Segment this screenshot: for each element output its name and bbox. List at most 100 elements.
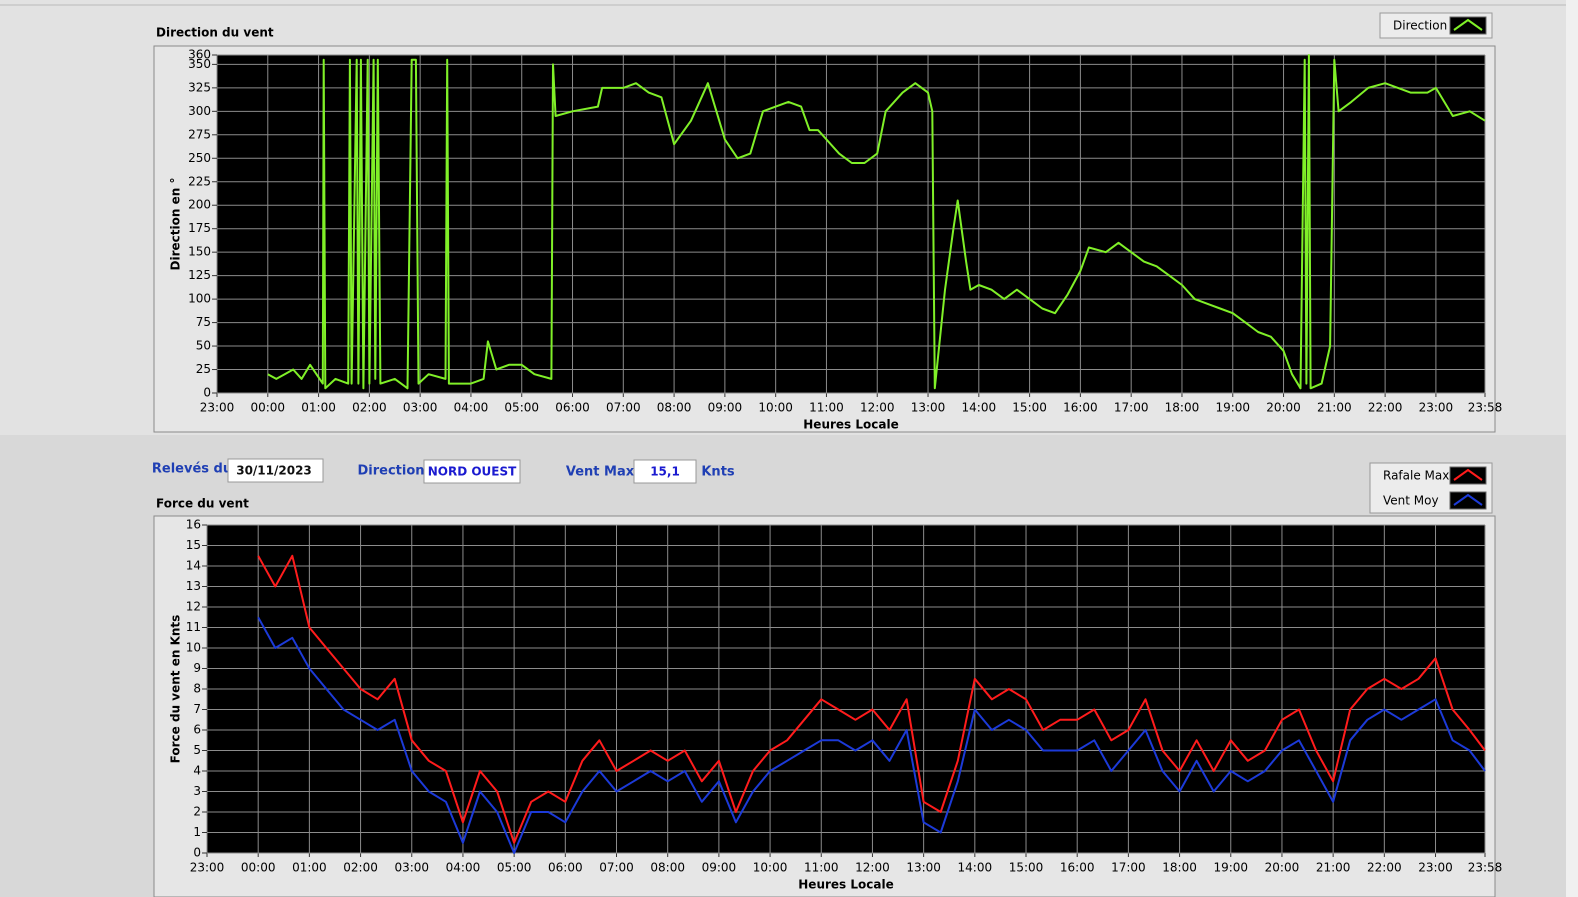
legend-swatch [1449,491,1487,510]
x-axis-label: Heures Locale [798,878,893,892]
direction-field[interactable] [423,459,521,484]
x-tick-label: 11:00 [804,861,839,875]
x-tick-label: 23:00 [190,861,225,875]
legend-label: Rafale Max [1383,469,1449,483]
y-tick-label: 10 [186,641,201,655]
x-tick-label: 20:00 [1266,401,1301,415]
max-value: 15,1 [650,465,680,479]
y-tick-label: 3 [193,784,201,798]
series-line [257,616,1486,854]
x-tick-label: 13:00 [906,861,941,875]
y-tick-label: 175 [188,221,211,235]
date-value: 30/11/2023 [236,464,312,478]
date-label: Relevés du [152,462,232,477]
y-tick-label: 13 [186,579,201,593]
x-tick-label: 18:00 [1165,401,1200,415]
x-tick-label: 23:58 [1468,861,1503,875]
y-tick-label: 250 [188,151,211,165]
x-tick-label: 08:00 [657,401,692,415]
y-tick-label: 2 [193,805,201,819]
legend-swatch [1449,16,1487,35]
x-tick-label: 09:00 [708,401,743,415]
x-tick-label: 04:00 [446,861,481,875]
y-tick-label: 0 [203,386,211,400]
x-tick-label: 00:00 [241,861,276,875]
x-tick-label: 12:00 [860,401,895,415]
x-tick-label: 23:00 [200,401,235,415]
x-tick-label: 07:00 [606,401,641,415]
y-tick-label: 325 [188,80,211,94]
legend-glyph [1453,468,1483,481]
x-tick-label: 07:00 [599,861,634,875]
x-tick-label: 05:00 [504,401,539,415]
y-tick-label: 7 [193,702,201,716]
legend-glyph [1453,493,1483,506]
y-tick-label: 11 [186,620,201,634]
x-tick-label: 06:00 [548,861,583,875]
x-tick-label: 14:00 [958,861,993,875]
chart-title: Direction du vent [156,26,274,40]
x-tick-label: 22:00 [1368,401,1403,415]
x-tick-label: 01:00 [292,861,327,875]
y-tick-label: 200 [188,198,211,212]
y-tick-label: 4 [193,764,201,778]
chart-title: Force du vent [156,497,249,511]
x-tick-label: 02:00 [352,401,387,415]
max-label: Vent Max [566,465,635,480]
x-tick-label: 04:00 [454,401,489,415]
x-tick-label: 19:00 [1213,861,1248,875]
x-tick-label: 14:00 [962,401,997,415]
date-field[interactable] [227,458,324,483]
y-tick-label: 100 [188,292,211,306]
y-tick-label: 1 [193,825,201,839]
direction-label: Direction [357,464,424,479]
x-tick-label: 10:00 [753,861,788,875]
x-tick-label: 20:00 [1265,861,1300,875]
x-tick-label: 21:00 [1316,861,1351,875]
y-tick-label: 275 [188,127,211,141]
y-tick-label: 350 [188,57,211,71]
legend-label: Direction [1393,19,1447,33]
legend-swatch [1449,466,1487,485]
y-axis-label: Direction en ° [169,178,183,271]
y-tick-label: 50 [196,339,211,353]
y-tick-label: 150 [188,245,211,259]
x-tick-label: 23:00 [1419,401,1454,415]
x-tick-label: 15:00 [1009,861,1044,875]
max-field[interactable] [633,459,697,484]
y-tick-label: 25 [196,362,211,376]
y-tick-label: 5 [193,743,201,757]
x-tick-label: 16:00 [1060,861,1095,875]
y-tick-label: 14 [186,559,201,573]
scrollbar [1566,0,1578,897]
x-tick-label: 08:00 [650,861,685,875]
y-tick-label: 16 [186,518,201,532]
x-tick-label: 23:00 [1418,861,1453,875]
x-tick-label: 01:00 [301,401,336,415]
series-line [257,554,1486,844]
x-tick-label: 23:58 [1468,401,1503,415]
x-tick-label: 03:00 [394,861,429,875]
series-line [267,54,1486,390]
y-tick-label: 360 [188,48,211,62]
x-tick-label: 02:00 [343,861,378,875]
x-tick-label: 16:00 [1063,401,1098,415]
y-tick-label: 8 [193,682,201,696]
x-tick-label: 09:00 [702,861,737,875]
legend-glyph [1453,18,1483,31]
y-tick-label: 9 [193,661,201,675]
x-tick-label: 00:00 [250,401,285,415]
x-tick-label: 15:00 [1012,401,1047,415]
y-tick-label: 300 [188,104,211,118]
y-tick-label: 125 [188,268,211,282]
y-tick-label: 75 [196,315,211,329]
y-tick-label: 15 [186,538,201,552]
x-axis-label: Heures Locale [803,418,898,432]
x-tick-label: 17:00 [1111,861,1146,875]
x-tick-label: 11:00 [809,401,844,415]
legend-label: Vent Moy [1383,494,1439,508]
x-tick-label: 05:00 [497,861,532,875]
x-tick-label: 22:00 [1367,861,1402,875]
x-tick-label: 13:00 [911,401,946,415]
